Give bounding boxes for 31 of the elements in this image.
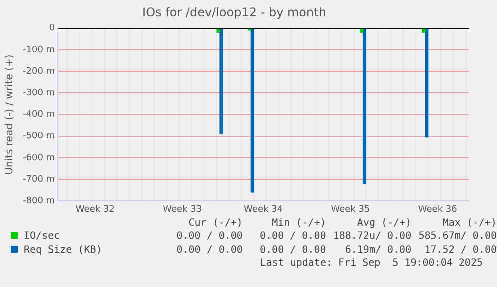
legend-label: Req Size (KB) [23, 244, 104, 258]
text: 17.52 / 0.00 [424, 244, 497, 258]
text: Last update: Fri Sep 5 19:00:04 2025 [260, 258, 483, 269]
y-tick-label: -700 m [22, 174, 56, 185]
y-tick-label: -400 m [22, 110, 56, 120]
y-tick-label: -800 m [22, 196, 56, 207]
x-tick-label: Week 32 [76, 204, 115, 215]
text: Avg (-/+) [356, 218, 412, 230]
y-axis-title: Units read (-) / write (+) [4, 54, 16, 175]
y-tick-label: -200 m [22, 66, 56, 77]
y-tick-label: 0 [49, 24, 56, 34]
text: 0.00 / 0.00 [176, 230, 243, 244]
text: Min (-/+) [271, 218, 326, 230]
text: 585.67m/ 0.00 [418, 230, 497, 244]
y-tick-label: -100 m [22, 45, 56, 56]
text: 0.00 / 0.00 [259, 230, 326, 244]
chart-title: IOs for /dev/loop12 - by month [142, 5, 326, 20]
y-tick-label: -600 m [22, 153, 56, 164]
x-tick-label: Week 35 [331, 204, 370, 215]
x-tick-label: Week 36 [418, 204, 458, 215]
text: Max (-/+) [442, 218, 497, 230]
legend-label: IO/sec [23, 230, 62, 244]
text: Cur (-/+) [188, 218, 243, 230]
text: 0.00 / 0.00 [176, 244, 243, 258]
x-tick-label: Week 33 [163, 204, 202, 215]
y-tick-label: -300 m [22, 88, 56, 99]
y-tick-label: -500 m [22, 132, 56, 142]
x-tick-label: Week 34 [244, 204, 284, 215]
text: 0.00 / 0.00 [259, 244, 326, 258]
text: 188.72u/ 0.00 [332, 230, 412, 244]
text: 6.19m/ 0.00 [344, 244, 412, 258]
